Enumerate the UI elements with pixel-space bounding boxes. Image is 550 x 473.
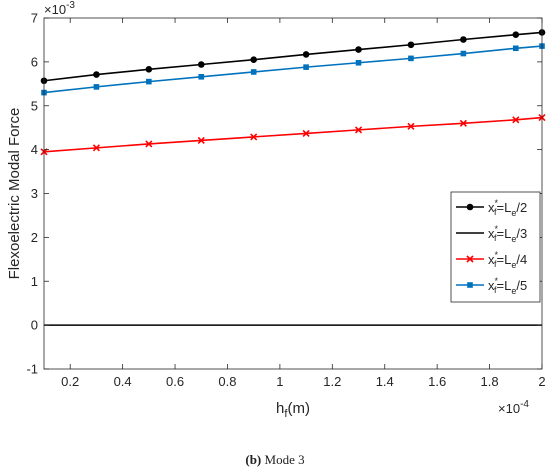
data-point	[512, 45, 519, 52]
legend-label: x* f=Le/5	[488, 276, 527, 296]
data-point	[302, 51, 310, 58]
legend-label: x* f=Le/2	[488, 198, 527, 218]
legend-label: x* f=Le/4	[488, 250, 527, 270]
x-tick-label: 1.6	[428, 374, 446, 389]
x-tick-label: 0.4	[114, 374, 132, 389]
x-tick-label: 1.8	[481, 374, 499, 389]
x-tick-label: 2	[538, 374, 545, 389]
data-point	[354, 126, 363, 134]
data-point	[459, 119, 467, 127]
y-tick-label: 6	[31, 54, 38, 69]
y-tick-label: 4	[31, 142, 38, 157]
y-tick-label: 7	[31, 11, 38, 26]
data-point	[146, 78, 152, 85]
data-point	[512, 116, 520, 124]
caption-text: Mode 3	[261, 452, 305, 467]
data-point	[407, 122, 415, 130]
x-tick-label: 0.8	[218, 374, 236, 389]
axes: 0.2 0.4 0.6 0.8 1 1.2 1.4 1.6 1.8 2 -1 0 1 2 3 4 5 6 7 ×10-…	[6, 0, 546, 420]
legend-marker	[467, 282, 473, 288]
data-point	[198, 73, 205, 80]
legend-entry-3: x* f=Le/4	[456, 250, 527, 270]
data-point	[145, 66, 153, 73]
x-tick-label: 1	[276, 374, 283, 389]
series-marks	[40, 29, 546, 326]
data-point	[512, 31, 520, 38]
legend: x* f=Le/2 x* f=Le/3 x* f=Le/4 x* f=Le/5	[450, 191, 541, 303]
legend-entry-2: x* f=Le/3	[456, 224, 527, 244]
data-point	[460, 50, 467, 57]
legend-label: x* f=Le/3	[488, 224, 527, 244]
data-point	[93, 84, 100, 90]
legend-entry-4: x* f=Le/5	[456, 276, 527, 296]
figure-caption: (b) Mode 3	[0, 452, 550, 468]
x-tick-label: 1.2	[323, 374, 341, 389]
y-tick-label: 2	[31, 230, 38, 245]
y-tick-label: 1	[31, 274, 38, 289]
caption-label: (b)	[245, 452, 262, 467]
y-tick-label: 5	[31, 98, 38, 113]
data-point	[197, 136, 205, 144]
legend-box	[450, 191, 541, 303]
data-point	[355, 59, 362, 66]
y-axis-label: Flexoelectric Modal Force	[6, 108, 23, 280]
x-axis-multiplier: ×10-4	[498, 399, 529, 416]
data-point	[250, 133, 258, 141]
data-point	[92, 144, 100, 152]
x-axis-label: hf(m)	[276, 400, 310, 420]
data-point	[250, 56, 257, 63]
series-1	[40, 29, 546, 85]
y-tick-label: 0	[31, 318, 38, 333]
y-tick-label: -1	[26, 362, 38, 377]
data-point	[355, 46, 362, 53]
y-tick-label: 3	[31, 186, 38, 201]
data-point	[460, 36, 467, 43]
data-point	[145, 140, 153, 148]
data-point	[250, 69, 257, 75]
legend-marker	[466, 255, 474, 263]
data-point	[197, 61, 205, 68]
x-tick-label: 0.2	[61, 374, 79, 389]
legend-entry-1: x* f=Le/2	[456, 198, 527, 218]
x-tick-label: 0.6	[166, 374, 184, 389]
legend-marker	[466, 203, 474, 211]
data-point	[408, 55, 414, 62]
data-point	[303, 64, 309, 70]
y-axis-multiplier: ×10-3	[44, 0, 75, 17]
data-point	[302, 129, 310, 137]
x-tick-label: 1.4	[376, 374, 394, 389]
chart: 0.2 0.4 0.6 0.8 1 1.2 1.4 1.6 1.8 2 -1 0 1 2 3 4 5 6 7 ×10-…	[6, 0, 546, 420]
data-point	[93, 71, 100, 78]
data-point	[407, 41, 415, 49]
